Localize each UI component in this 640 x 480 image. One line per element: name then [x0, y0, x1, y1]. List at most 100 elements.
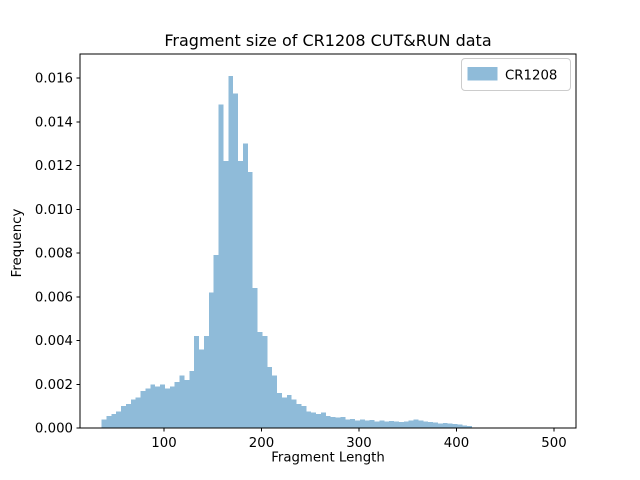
histogram-bar: [281, 397, 287, 429]
y-tick-label: 0.000: [35, 422, 73, 437]
histogram-bar: [364, 420, 370, 428]
histogram-bar: [199, 349, 204, 428]
histogram-bar: [340, 417, 346, 428]
histogram-bar: [179, 375, 185, 428]
x-tick-label: 200: [249, 436, 274, 451]
histogram-bar: [316, 413, 321, 428]
y-tick-label: 0.014: [35, 115, 73, 130]
x-tick-label: 300: [346, 436, 371, 451]
histogram-bar: [194, 336, 200, 429]
histogram-bar: [228, 75, 234, 428]
histogram-bar: [462, 425, 468, 429]
histogram-bar: [272, 375, 278, 428]
y-tick-label: 0.010: [35, 203, 73, 218]
histogram-bar: [325, 415, 331, 428]
histogram-bar: [359, 419, 365, 428]
legend-swatch: [467, 67, 498, 81]
chart-title: Fragment size of CR1208 CUT&RUN data: [164, 31, 491, 50]
histogram-bar: [330, 417, 336, 428]
histogram-bar: [437, 423, 443, 429]
histogram-bar: [467, 425, 473, 428]
histogram-bar: [116, 411, 122, 428]
histogram-bar: [155, 386, 161, 428]
histogram-bar: [223, 161, 229, 429]
histogram-bar: [286, 395, 292, 428]
plot-spines: [79, 53, 577, 429]
axes: 100 200 300 400 500 0.000 0.002 0.004 0.006 0.008…: [35, 53, 577, 451]
histogram-bars: [101, 75, 473, 429]
histogram-bar: [233, 93, 239, 428]
histogram-bar: [345, 419, 351, 428]
histogram-bar: [335, 417, 341, 428]
histogram-bar: [413, 419, 419, 428]
histogram-bar: [267, 366, 273, 428]
histogram-bar: [306, 411, 312, 428]
y-tick-label: 0.008: [35, 247, 73, 262]
histogram-bar: [403, 421, 409, 428]
histogram-bar: [408, 420, 414, 428]
legend: CR1208: [461, 58, 571, 91]
histogram-bar: [428, 421, 434, 429]
histogram-bar: [169, 386, 175, 428]
y-tick-label: 0.004: [35, 334, 73, 349]
histogram-bar: [101, 419, 107, 428]
y-axis-label: Frequency: [10, 209, 25, 278]
histogram-bar: [218, 104, 224, 428]
histogram-bar: [184, 379, 190, 429]
histogram-bar: [452, 424, 458, 428]
legend-label: CR1208: [505, 69, 557, 84]
histogram-bar: [418, 420, 424, 428]
histogram-bar: [135, 397, 141, 429]
histogram-bar: [203, 336, 209, 429]
histogram-bar: [398, 421, 404, 429]
histogram-bar: [174, 382, 180, 428]
histogram-bar: [394, 421, 399, 428]
histogram-bar: [150, 384, 156, 428]
y-tick-label: 0.002: [35, 378, 73, 393]
histogram-bar: [111, 413, 117, 428]
histogram-bar: [350, 418, 356, 428]
histogram-bar: [355, 420, 360, 428]
histogram-bar: [311, 412, 317, 428]
histogram-bar: [160, 384, 165, 428]
legend-frame: [461, 58, 571, 91]
y-tick-label: 0.006: [35, 290, 73, 305]
histogram-bar: [423, 421, 429, 428]
histogram-bar: [121, 406, 126, 429]
histogram-bar: [252, 288, 258, 428]
histogram-bar: [320, 412, 326, 428]
x-axis-label: Fragment Length: [271, 451, 385, 466]
histogram-bar: [442, 423, 448, 428]
histogram-bar: [433, 422, 438, 428]
histogram-bar: [189, 371, 195, 429]
histogram-bar: [457, 424, 463, 428]
histogram-bar: [106, 415, 112, 428]
histogram-bar: [238, 161, 243, 429]
histogram-bar: [125, 403, 131, 428]
x-tick-label: 100: [151, 436, 176, 451]
histogram-bar: [447, 423, 453, 429]
histogram-bar: [379, 420, 385, 428]
x-tick-label: 500: [541, 436, 566, 451]
y-tick-label: 0.012: [35, 159, 73, 174]
histogram-bar: [140, 390, 146, 428]
histogram-bar: [291, 399, 297, 428]
histogram-bar: [384, 421, 390, 428]
y-tick-label: 0.016: [35, 72, 73, 87]
histogram-bar: [389, 421, 395, 428]
histogram-bar: [374, 421, 380, 428]
histogram-bar: [164, 388, 170, 429]
histogram-bar: [130, 399, 136, 428]
histogram-bar: [213, 255, 219, 428]
histogram-bar: [257, 331, 263, 428]
histogram-bar: [145, 388, 151, 429]
histogram-bar: [262, 336, 268, 429]
histogram-bar: [277, 393, 282, 428]
histogram-bar: [296, 403, 302, 428]
histogram-bar: [208, 292, 214, 429]
histogram-bar: [301, 406, 307, 429]
x-tick-label: 400: [444, 436, 469, 451]
histogram-bar: [247, 172, 253, 428]
